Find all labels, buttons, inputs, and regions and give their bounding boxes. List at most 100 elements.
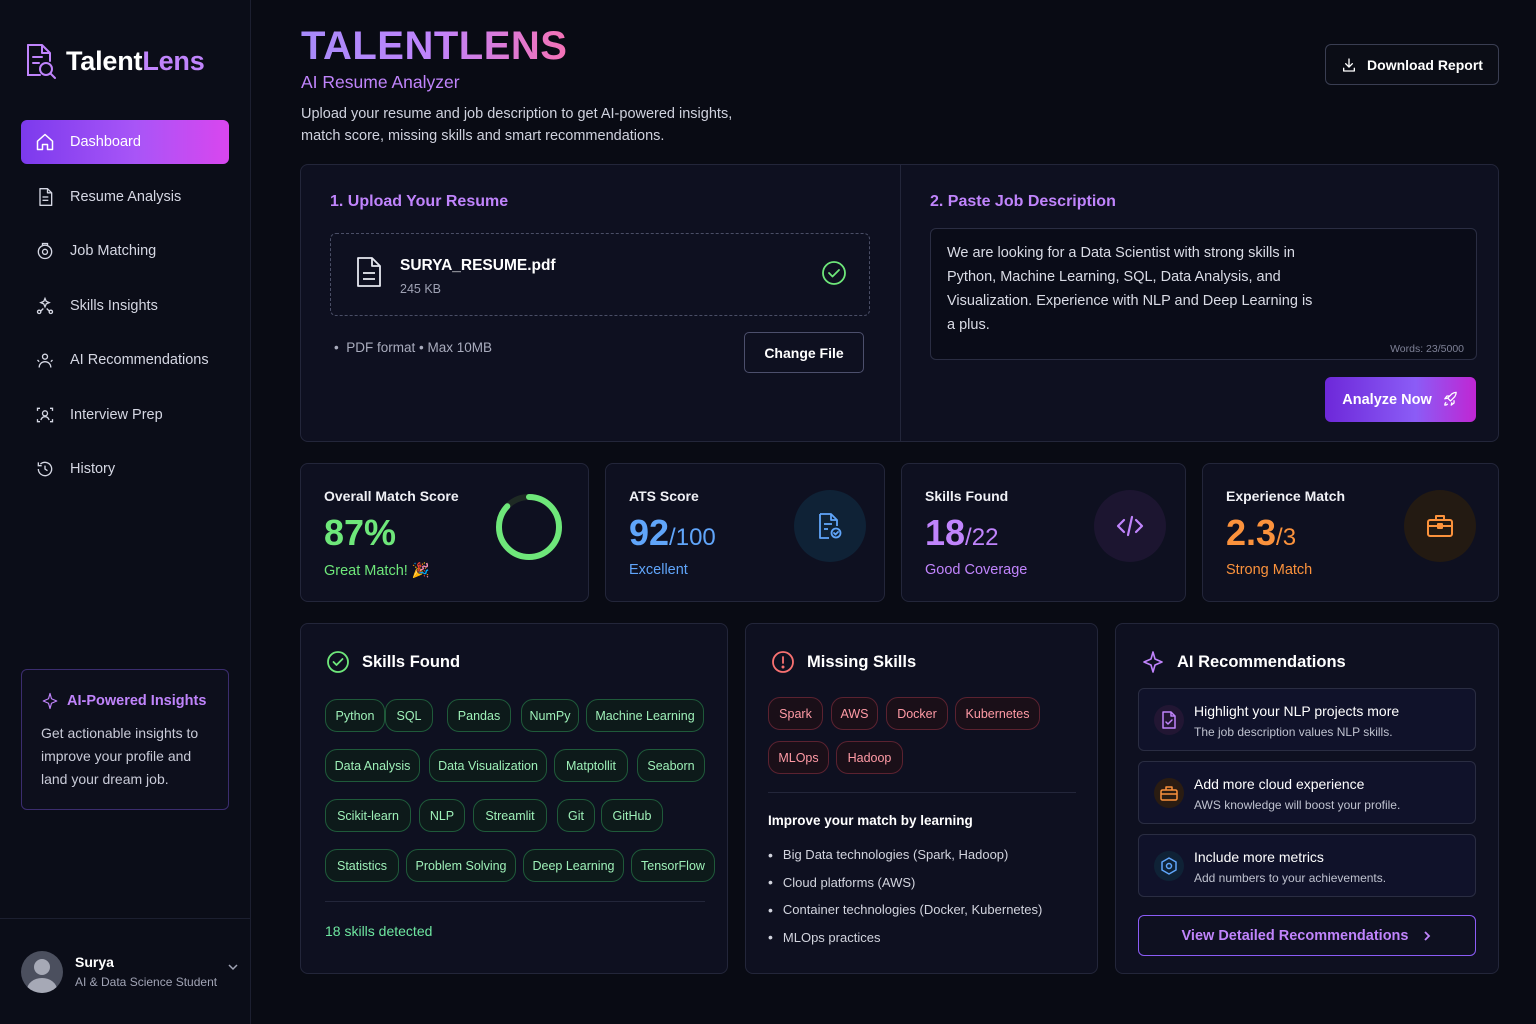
- download-report-button[interactable]: Download Report: [1325, 44, 1499, 85]
- skills-found-title: Skills Found: [362, 652, 461, 671]
- list-item: MLOps practices: [768, 924, 1042, 952]
- sparkle-icon: [41, 692, 59, 710]
- app-logo[interactable]: TalentLens: [24, 42, 205, 80]
- missing-skills-title: Missing Skills: [807, 652, 917, 671]
- analyze-now-label: Analyze Now: [1342, 391, 1432, 408]
- overall-match-sub: Great Match! 🎉: [324, 563, 430, 579]
- overall-match-value: 87%: [324, 512, 397, 553]
- download-icon: [1341, 57, 1357, 73]
- check-circle-icon: [821, 260, 847, 286]
- upload-resume-title: 1. Upload Your Resume: [330, 193, 509, 210]
- ai-insights-body: Get actionable insights to improve your …: [41, 725, 199, 787]
- skill-chip: Streamlit: [473, 799, 547, 832]
- ai-insights-title: AI-Powered Insights: [67, 693, 207, 709]
- ai-recommendations-title: AI Recommendations: [1177, 652, 1346, 671]
- skill-chip: SQL: [385, 699, 433, 732]
- sidebar-item-ai-recommendations[interactable]: AI Recommendations: [21, 338, 229, 382]
- skill-chip: Matptollit: [554, 749, 628, 782]
- view-detailed-label: View Detailed Recommendations: [1181, 927, 1409, 944]
- chevron-down-icon[interactable]: [227, 961, 239, 973]
- missing-skill-chip: MLOps: [768, 741, 829, 774]
- recommendation-item[interactable]: Add more cloud experience AWS knowledge …: [1138, 761, 1476, 824]
- skill-chip: GitHub: [601, 799, 663, 832]
- ai-recommendations-panel: AI Recommendations Highlight your NLP pr…: [1115, 623, 1499, 974]
- code-icon: [1094, 490, 1166, 562]
- recommendation-item[interactable]: Include more metrics Add numbers to your…: [1138, 834, 1476, 897]
- view-detailed-recommendations-button[interactable]: View Detailed Recommendations: [1138, 915, 1476, 956]
- skill-chip: Machine Learning: [586, 699, 704, 732]
- user-name: Surya: [75, 954, 114, 970]
- sidebar-item-label: Resume Analysis: [70, 188, 182, 205]
- avatar: [21, 950, 63, 993]
- recommendation-title: Include more metrics: [1194, 849, 1324, 865]
- document-icon: [1154, 705, 1184, 735]
- skill-chip: Pandas: [447, 699, 511, 732]
- cloud-briefcase-icon: [1154, 778, 1184, 808]
- job-description-title: 2. Paste Job Description: [930, 193, 1116, 210]
- analyze-now-button[interactable]: Analyze Now: [1325, 377, 1476, 422]
- logo-icon: [24, 42, 58, 80]
- sidebar-item-label: History: [70, 461, 116, 477]
- sidebar: TalentLens Dashboard Resume Analysis Job…: [0, 0, 251, 1024]
- overall-match-card: Overall Match Score 87% Great Match! 🎉: [300, 463, 589, 602]
- panel-divider: [900, 165, 901, 441]
- ats-document-icon: [794, 490, 866, 562]
- overall-match-label: Overall Match Score: [324, 488, 459, 504]
- missing-skill-chip: Spark: [768, 697, 823, 730]
- upload-panel: 1. Upload Your Resume SURYA_RESUME.pdf 2…: [300, 164, 1499, 442]
- sidebar-item-resume-analysis[interactable]: Resume Analysis: [21, 175, 229, 219]
- skill-chip: Data Visualization: [429, 749, 547, 782]
- skill-chip: Scikit-learn: [325, 799, 411, 832]
- change-file-button[interactable]: Change File: [744, 332, 864, 373]
- check-circle-icon: [326, 650, 350, 674]
- missing-skills-header: Missing Skills: [771, 650, 916, 674]
- sidebar-item-label: Interview Prep: [70, 406, 163, 423]
- skills-divider: [325, 901, 705, 902]
- skills-found-sub: Good Coverage: [925, 562, 1028, 578]
- briefcase-icon: [1404, 490, 1476, 562]
- logo-text: TalentLens: [66, 45, 205, 76]
- missing-skill-chip: AWS: [831, 697, 878, 730]
- page-description: Upload your resume and job description t…: [301, 106, 733, 144]
- list-item: Big Data technologies (Spark, Hadoop): [768, 841, 1042, 869]
- skill-chip: Data Analysis: [325, 749, 420, 782]
- alert-circle-icon: [771, 650, 795, 674]
- chevron-right-icon: [1422, 930, 1432, 942]
- skill-chip: NLP: [419, 799, 465, 832]
- sidebar-item-label: Job Matching: [70, 243, 157, 259]
- sidebar-item-interview-prep[interactable]: Interview Prep: [21, 393, 229, 437]
- recommendation-item[interactable]: Highlight your NLP projects more The job…: [1138, 688, 1476, 751]
- briefcase-target-icon: [35, 241, 55, 261]
- sidebar-item-label: Skills Insights: [70, 297, 158, 314]
- recommendation-subtitle: The job description values NLP skills.: [1194, 725, 1393, 739]
- skill-chip: Seaborn: [637, 749, 705, 782]
- file-format-info: • PDF format • Max 10MB: [334, 340, 492, 355]
- list-item: Container technologies (Docker, Kubernet…: [768, 896, 1042, 924]
- sidebar-item-dashboard[interactable]: Dashboard: [21, 120, 229, 164]
- sidebar-item-label: Dashboard: [70, 134, 141, 150]
- missing-skill-chip: Hadoop: [836, 741, 903, 774]
- file-icon: [356, 256, 382, 288]
- skills-found-panel: Skills Found Python SQL Pandas NumPy Machine…: [300, 623, 728, 974]
- skill-chip: TensorFlow: [631, 849, 715, 882]
- sidebar-item-job-matching[interactable]: Job Matching: [21, 229, 229, 273]
- job-description-input[interactable]: We are looking for a Data Scientist with…: [930, 228, 1477, 360]
- sidebar-item-history[interactable]: History: [21, 447, 229, 491]
- skill-chip: Statistics: [325, 849, 399, 882]
- recommendation-title: Highlight your NLP projects more: [1194, 703, 1400, 719]
- improve-list: Big Data technologies (Spark, Hadoop) Cl…: [768, 841, 1042, 951]
- shield-icon: [1154, 851, 1184, 881]
- page-title: TALENTLENS: [301, 24, 568, 68]
- skill-chip: Python: [325, 699, 385, 732]
- experience-match-value: 2.3/3: [1226, 512, 1297, 553]
- ai-insights-header: AI-Powered Insights: [41, 692, 210, 710]
- user-profile[interactable]: Surya AI & Data Science Student: [0, 918, 251, 1024]
- list-item: Cloud platforms (AWS): [768, 869, 1042, 897]
- document-icon: [35, 187, 55, 207]
- missing-divider: [768, 792, 1076, 793]
- sidebar-item-skills-insights[interactable]: Skills Insights: [21, 284, 229, 328]
- resume-file-dropzone[interactable]: SURYA_RESUME.pdf 245 KB: [330, 233, 870, 316]
- skill-chip: Git: [557, 799, 595, 832]
- skills-found-header: Skills Found: [326, 650, 460, 674]
- ats-score-card: ATS Score 92/100 Excellent: [605, 463, 885, 602]
